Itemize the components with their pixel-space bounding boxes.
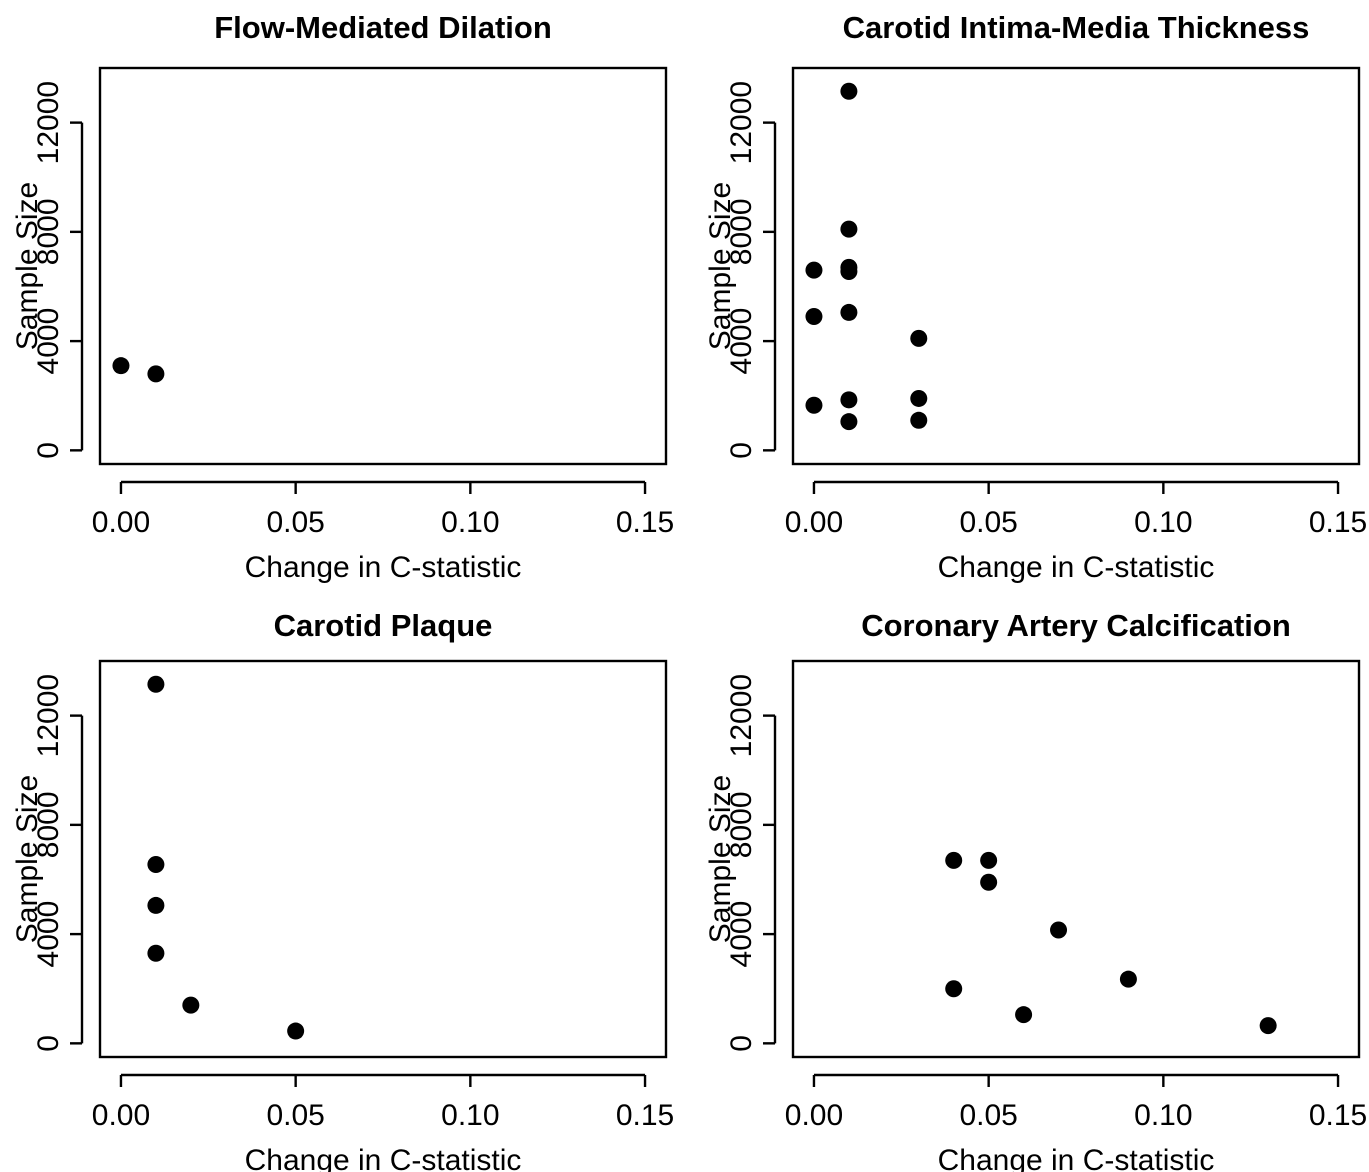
data-point <box>945 851 963 869</box>
x-tick-label: 0.15 <box>1309 506 1367 539</box>
y-tick-label: 4000 <box>32 308 65 375</box>
y-tick-label: 8000 <box>32 198 65 265</box>
x-tick-label: 0.10 <box>1134 506 1192 539</box>
y-tick-label: 0 <box>32 1035 65 1052</box>
x-tick-label: 0.00 <box>785 506 843 539</box>
x-tick-label: 0.15 <box>1309 1099 1367 1132</box>
data-point <box>805 261 823 279</box>
y-axis-label: Sample Size <box>11 182 44 350</box>
data-point <box>147 855 165 873</box>
x-tick-label: 0.00 <box>785 1099 843 1132</box>
x-tick-label: 0.05 <box>959 506 1017 539</box>
data-point <box>840 391 858 409</box>
chart-title: Carotid Plaque <box>274 608 493 643</box>
x-tick-label: 0.00 <box>92 506 150 539</box>
x-axis-label: Change in C-statistic <box>938 1144 1215 1172</box>
chart-title: Coronary Artery Calcification <box>861 608 1291 643</box>
x-tick-label: 0.00 <box>92 1099 150 1132</box>
data-point <box>805 396 823 414</box>
x-tick-label: 0.10 <box>441 1099 499 1132</box>
data-point <box>945 980 963 998</box>
data-point <box>910 329 928 347</box>
data-point <box>840 413 858 431</box>
data-point <box>147 896 165 914</box>
data-point <box>980 873 998 891</box>
y-tick-label: 12000 <box>725 81 758 164</box>
y-tick-label: 4000 <box>32 901 65 968</box>
y-tick-label: 0 <box>32 442 65 459</box>
y-tick-label: 8000 <box>725 791 758 858</box>
data-point <box>1050 921 1068 939</box>
data-point <box>840 82 858 100</box>
data-point <box>287 1022 305 1040</box>
chart-title: Carotid Intima-Media Thickness <box>843 10 1310 45</box>
y-axis-label: Sample Size <box>704 182 737 350</box>
x-tick-label: 0.05 <box>266 1099 324 1132</box>
x-axis-label: Change in C-statistic <box>245 551 522 584</box>
y-tick-label: 0 <box>725 442 758 459</box>
y-tick-label: 4000 <box>725 308 758 375</box>
x-axis-label: Change in C-statistic <box>938 551 1215 584</box>
x-tick-label: 0.10 <box>1134 1099 1192 1132</box>
data-point <box>112 357 130 375</box>
chart-panel-3: Carotid Plaque 0.00 0.05 0.10 0.15 Change in … <box>11 608 674 1172</box>
data-point <box>1259 1017 1277 1035</box>
y-tick-label: 8000 <box>32 791 65 858</box>
data-point <box>1119 970 1137 988</box>
data-point <box>840 262 858 280</box>
x-tick-label: 0.05 <box>959 1099 1017 1132</box>
chart-title: Flow-Mediated Dilation <box>214 10 552 45</box>
chart-panel-4: Coronary Artery Calcification 0.00 0.05 0.1… <box>704 608 1367 1172</box>
x-tick-label: 0.15 <box>616 1099 674 1132</box>
data-point <box>840 303 858 321</box>
plot-frame <box>791 659 1361 1059</box>
data-point <box>182 996 200 1014</box>
x-tick-label: 0.05 <box>266 506 324 539</box>
y-tick-label: 8000 <box>725 198 758 265</box>
data-point <box>980 851 998 869</box>
y-tick-label: 12000 <box>725 674 758 757</box>
chart-panel-2: Carotid Intima-Media Thickness 0.00 0.05 0.… <box>704 10 1367 584</box>
data-point <box>910 389 928 407</box>
data-point <box>805 308 823 326</box>
data-point <box>147 675 165 693</box>
data-point <box>840 220 858 238</box>
data-point <box>910 411 928 429</box>
x-axis-label: Change in C-statistic <box>245 1144 522 1172</box>
y-tick-label: 12000 <box>32 81 65 164</box>
y-tick-label: 12000 <box>32 674 65 757</box>
plot-frame <box>791 66 1361 466</box>
x-tick-label: 0.10 <box>441 506 499 539</box>
data-point <box>1015 1006 1033 1024</box>
y-axis-label: Sample Size <box>11 775 44 943</box>
data-point <box>147 944 165 962</box>
x-tick-label: 0.15 <box>616 506 674 539</box>
plot-frame <box>98 659 668 1059</box>
y-tick-label: 0 <box>725 1035 758 1052</box>
chart-panel-1: Flow-Mediated Dilation 0.00 0.05 0.10 0.15 Ch… <box>11 10 674 584</box>
plot-frame <box>98 66 668 466</box>
y-axis-label: Sample Size <box>704 775 737 943</box>
y-tick-label: 4000 <box>725 901 758 968</box>
data-point <box>147 365 165 383</box>
